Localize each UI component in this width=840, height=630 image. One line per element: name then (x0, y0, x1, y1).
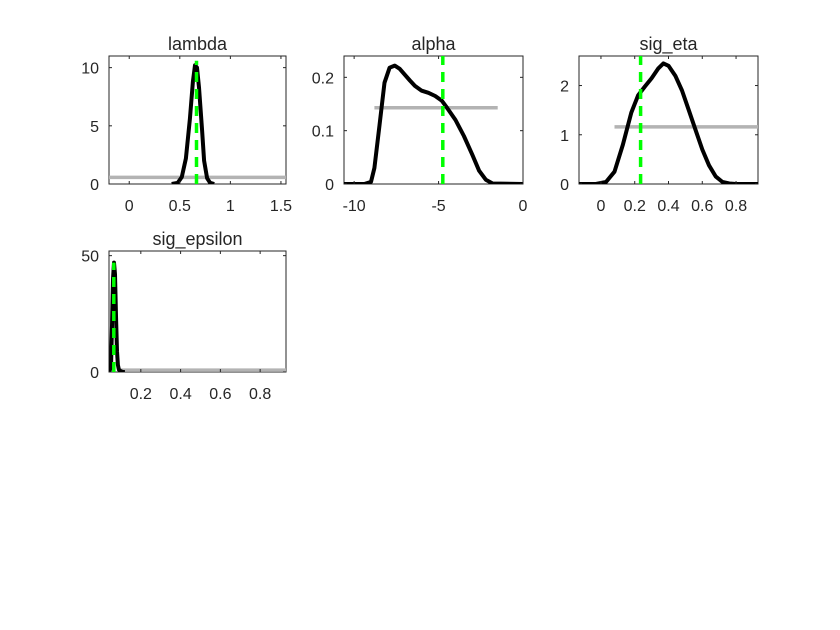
subplot-title: sig_epsilon (152, 229, 242, 250)
x-tick-label: 0.2 (624, 198, 646, 215)
y-tick-label: 0 (560, 177, 569, 194)
x-tick-label: 0.4 (169, 386, 191, 403)
y-tick-label: 5 (90, 119, 99, 136)
lambda-posterior-line (171, 63, 215, 184)
y-tick-label: 0.2 (312, 70, 334, 87)
plot-area (344, 56, 523, 184)
x-tick-label: -5 (431, 198, 445, 215)
x-tick-label: 0 (596, 198, 605, 215)
y-tick-label: 1 (560, 128, 569, 145)
x-tick-label: 0 (125, 198, 134, 215)
x-tick-label: 0.6 (209, 386, 231, 403)
x-tick-label: 0.5 (169, 198, 191, 215)
alpha-posterior-line (344, 63, 523, 184)
x-tick-label: 0.2 (130, 386, 152, 403)
axes-box (578, 55, 759, 185)
subplot-lambda: 0 0.5 1 1.5 0 5 10 lambda (81, 34, 292, 215)
sig_eta-posterior-line (579, 61, 758, 184)
subplot-alpha: -10 -5 0 0 0.1 0.2 alpha (312, 34, 528, 215)
x-tick-label: 0.4 (657, 198, 679, 215)
x-tick-label: 0.8 (725, 198, 747, 215)
subplot-title: sig_eta (639, 34, 698, 55)
subplot-title: lambda (168, 34, 228, 54)
y-tick-label: 2 (560, 79, 569, 96)
sig_epsilon-posterior-line (109, 260, 125, 372)
y-tick-label: 0 (90, 365, 99, 382)
subplot-sig_eta: 0 0.2 0.4 0.6 0.8 0 1 2 sig_eta (560, 34, 759, 215)
x-tick-label: 0.8 (249, 386, 271, 403)
x-tick-label: 0.6 (691, 198, 713, 215)
x-tick-label: -10 (343, 198, 366, 215)
x-tick-label: 1 (226, 198, 235, 215)
axes-box (343, 55, 524, 185)
y-tick-label: 50 (81, 249, 99, 266)
y-tick-label: 0 (325, 177, 334, 194)
plot-area (109, 260, 286, 372)
subplot-title: alpha (411, 34, 456, 54)
x-tick-label: 1.5 (270, 198, 292, 215)
plot-area (579, 56, 758, 184)
axes-box (108, 250, 287, 373)
plot-area (109, 60, 286, 184)
x-tick-label: 0 (519, 198, 528, 215)
y-tick-label: 0.1 (312, 124, 334, 141)
y-tick-label: 0 (90, 177, 99, 194)
y-tick-label: 10 (81, 61, 99, 78)
subplot-sig_epsilon: 0.2 0.4 0.6 0.8 0 50 sig_epsilon (81, 229, 287, 403)
